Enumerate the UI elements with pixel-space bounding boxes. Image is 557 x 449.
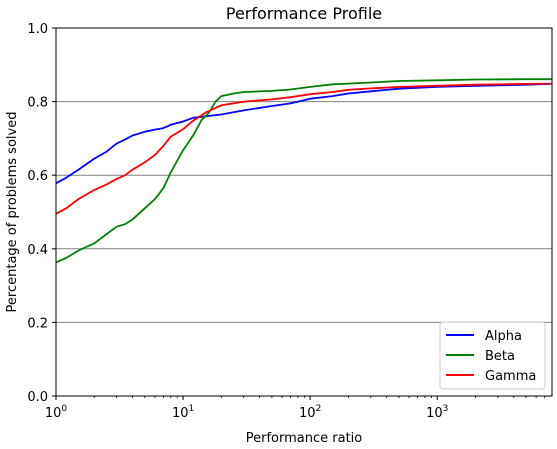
y-tick-label: 0.6 <box>27 169 48 184</box>
legend-label: Alpha <box>485 329 522 344</box>
series-line-beta <box>55 78 552 264</box>
legend-box <box>439 321 546 390</box>
y-tick-label: 0.4 <box>27 243 48 258</box>
series-line-alpha <box>55 83 553 185</box>
axis-ticks: 0.0 0.2 0.4 0.6 0.8 1.0 100 101 102 103 <box>27 22 546 421</box>
x-tick-label: 100 <box>45 404 68 421</box>
x-tick-label: 101 <box>172 404 194 421</box>
x-tick-label: 102 <box>299 404 321 421</box>
y-axis-label: Percentage of problems solved <box>5 112 20 313</box>
x-tick-label: 103 <box>426 404 448 421</box>
legend-label: Beta <box>485 349 515 364</box>
y-tick-label: 0.2 <box>27 316 48 331</box>
y-tick-label: 0.0 <box>27 390 48 405</box>
y-tick-label: 0.8 <box>27 96 48 111</box>
series-lines <box>55 78 553 264</box>
x-axis-label: Performance ratio <box>246 431 363 446</box>
chart-title: Performance Profile <box>226 4 382 23</box>
legend: Alpha Beta Gamma <box>439 321 546 390</box>
legend-label: Gamma <box>485 369 536 384</box>
series-line-gamma <box>55 82 553 215</box>
y-tick-label: 1.0 <box>27 22 48 37</box>
